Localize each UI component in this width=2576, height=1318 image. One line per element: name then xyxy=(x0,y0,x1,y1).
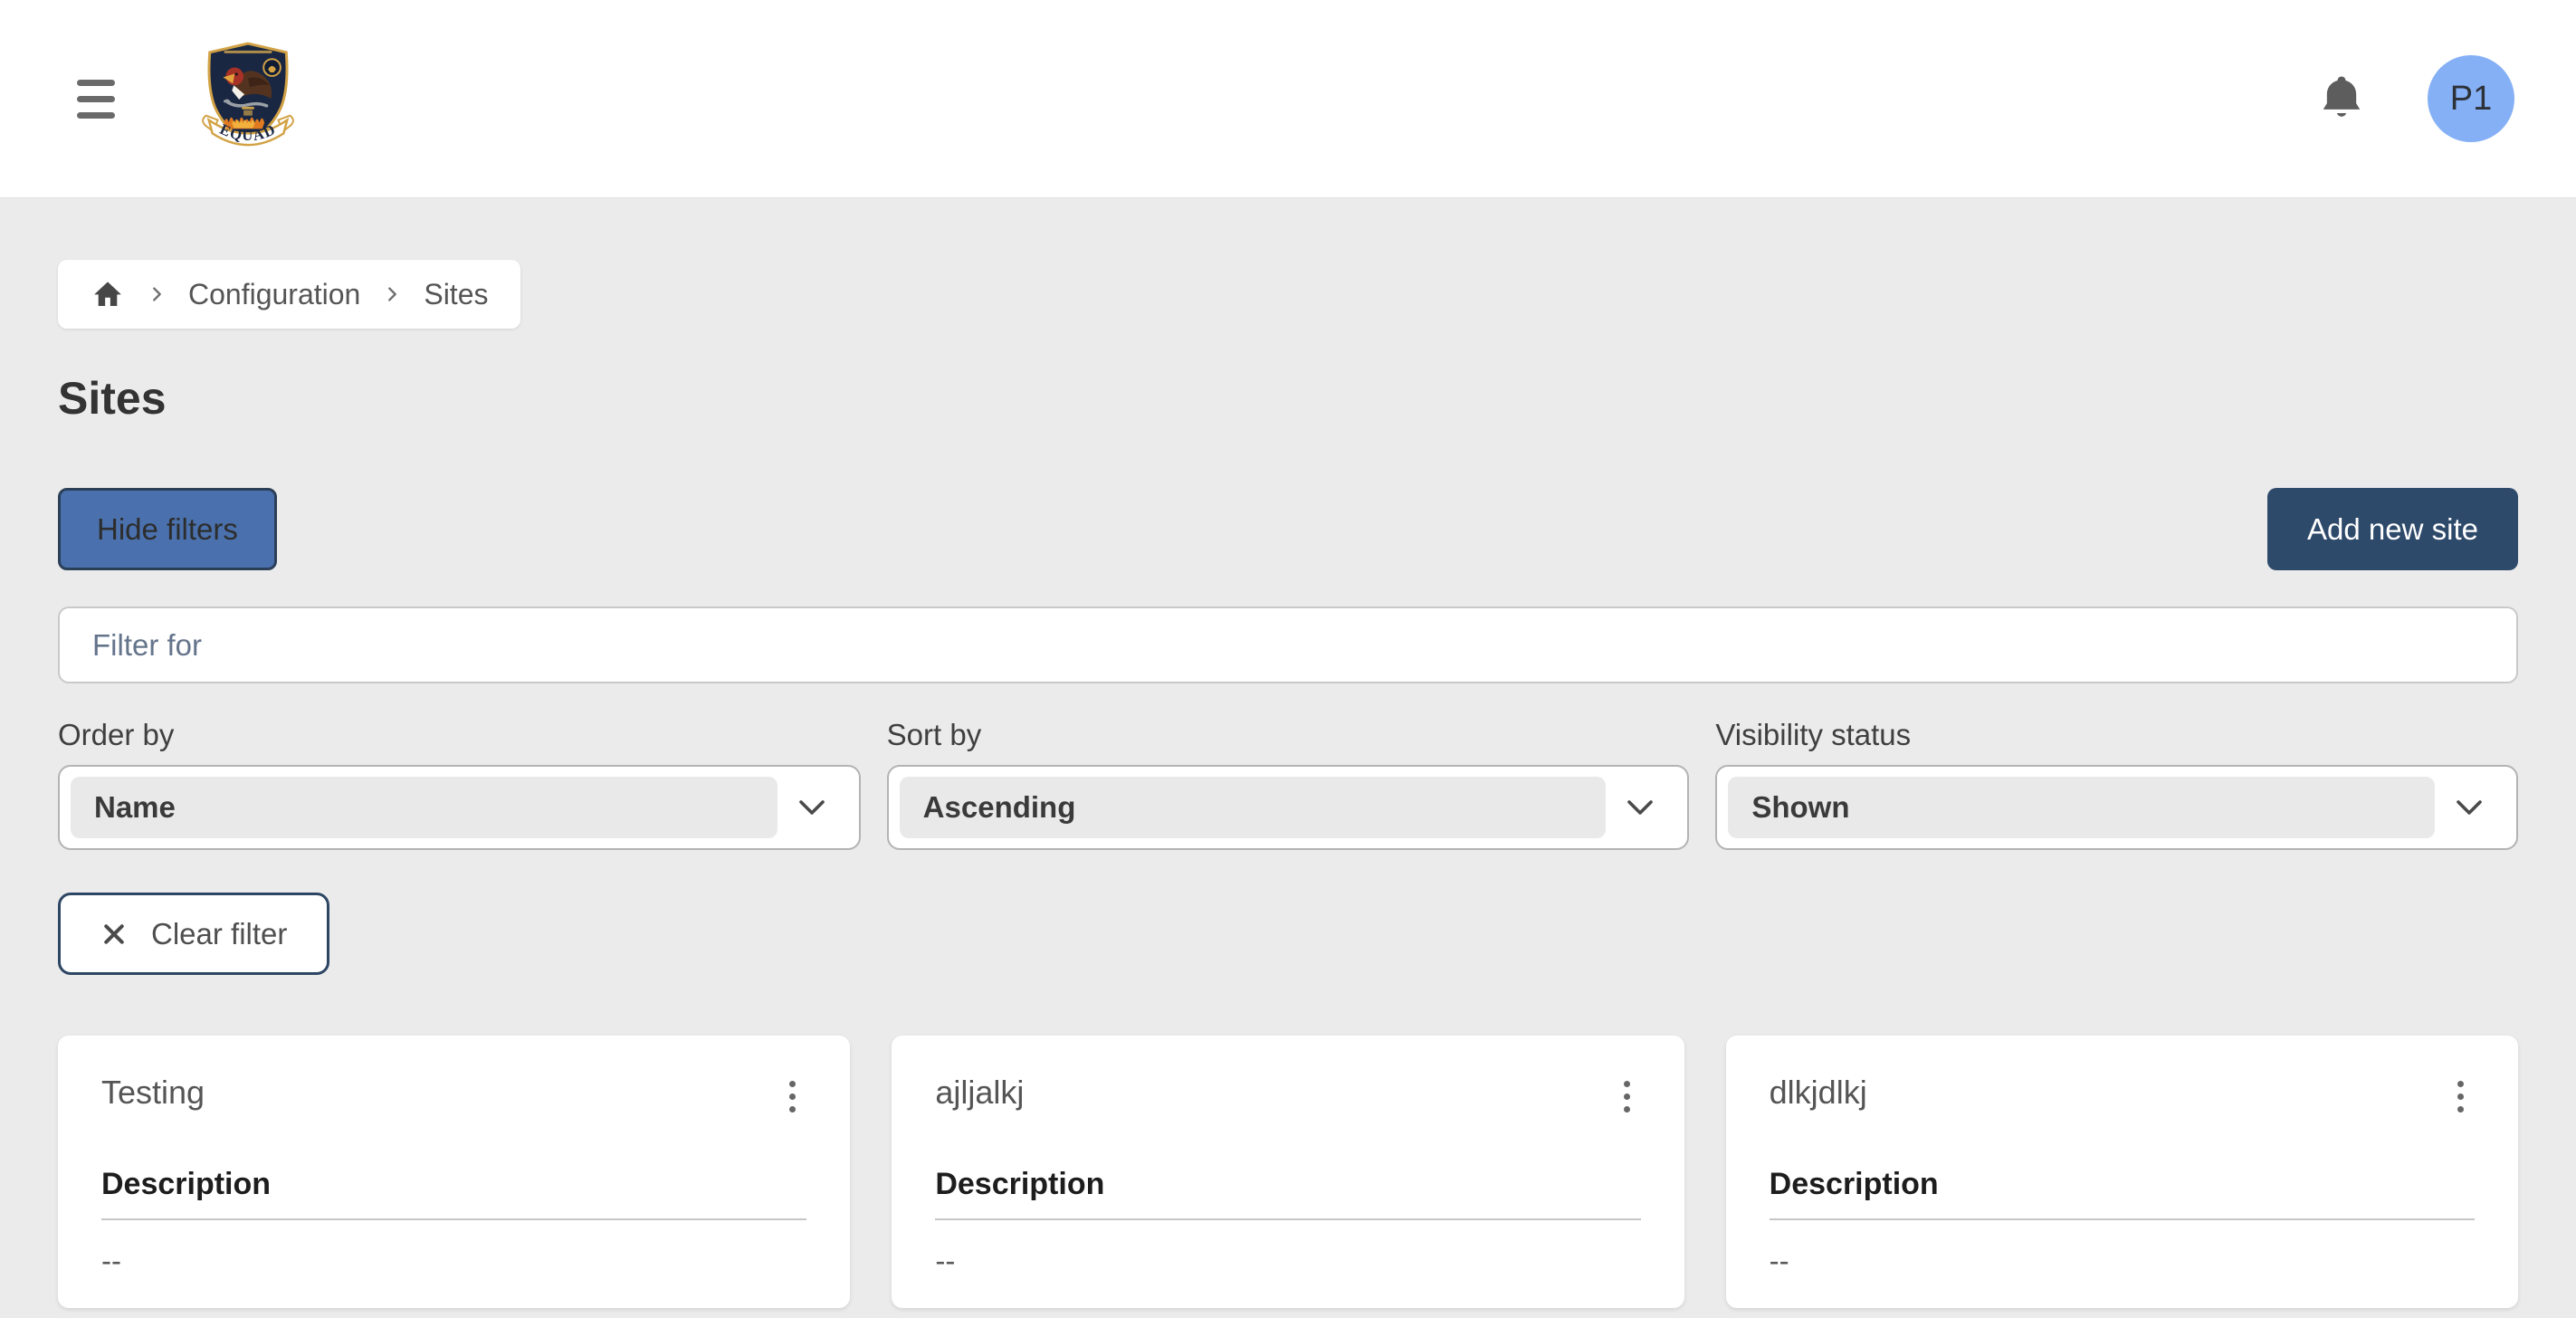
kebab-menu-icon xyxy=(2457,1081,2464,1087)
chevron-right-icon xyxy=(153,287,161,301)
visibility-status-select[interactable]: Shown xyxy=(1715,765,2519,850)
add-new-site-button[interactable]: Add new site xyxy=(2267,488,2518,570)
app-logo-crest-icon: EQUAD xyxy=(202,42,294,147)
breadcrumb-home-link[interactable] xyxy=(91,277,125,311)
visibility-status-label: Visibility status xyxy=(1715,718,1912,751)
site-cards: Testing Description -- ajljalkj Descript… xyxy=(58,1036,2518,1308)
order-by-value: Name xyxy=(71,777,778,838)
chevron-down-icon xyxy=(2457,800,2482,815)
home-icon xyxy=(94,282,121,306)
menu-icon xyxy=(77,79,115,86)
chevron-right-icon xyxy=(388,287,397,301)
app-header: EQUAD P1 xyxy=(0,0,2576,198)
site-card: ajljalkj Description -- xyxy=(892,1036,1684,1308)
site-card-title: ajljalkj xyxy=(935,1074,1025,1111)
chevron-down-icon xyxy=(1627,800,1654,815)
description-label: Description xyxy=(1769,1167,1939,1201)
breadcrumb-item-configuration[interactable]: Configuration xyxy=(188,277,361,310)
kebab-menu-icon xyxy=(789,1081,797,1087)
menu-button[interactable] xyxy=(77,76,115,122)
avatar-initials: P1 xyxy=(2449,79,2493,118)
description-value: -- xyxy=(1769,1244,1789,1277)
site-card-menu-button[interactable] xyxy=(1613,1074,1641,1120)
sort-by-value: Ascending xyxy=(899,777,1607,838)
description-value: -- xyxy=(101,1244,121,1277)
description-value: -- xyxy=(935,1244,956,1277)
clear-filter-button[interactable]: Clear filter xyxy=(58,893,330,975)
visibility-status-value: Shown xyxy=(1728,777,2436,838)
breadcrumb: Configuration Sites xyxy=(58,260,521,329)
site-card: dlkjdlkj Description -- xyxy=(1725,1036,2518,1308)
description-label: Description xyxy=(935,1167,1105,1201)
page-title: Sites xyxy=(58,373,167,424)
main-content: Configuration Sites Sites Hide filters A… xyxy=(0,198,2576,1308)
bell-icon xyxy=(2323,76,2361,117)
site-card-menu-button[interactable] xyxy=(2447,1074,2475,1120)
site-card: Testing Description -- xyxy=(58,1036,851,1308)
site-card-title: dlkjdlkj xyxy=(1769,1074,1867,1111)
chevron-down-icon xyxy=(798,800,825,815)
site-card-menu-button[interactable] xyxy=(778,1074,806,1120)
kebab-menu-icon xyxy=(1623,1081,1630,1087)
notifications-button[interactable] xyxy=(2310,67,2373,130)
divider xyxy=(935,1218,1641,1220)
avatar[interactable]: P1 xyxy=(2428,55,2514,142)
order-by-select[interactable]: Name xyxy=(58,765,861,850)
order-by-label: Order by xyxy=(58,718,175,751)
site-card-title: Testing xyxy=(101,1074,205,1111)
app-logo[interactable]: EQUAD xyxy=(195,39,301,158)
close-icon xyxy=(104,923,124,944)
divider xyxy=(1769,1218,2475,1220)
description-label: Description xyxy=(101,1167,272,1201)
divider xyxy=(101,1218,807,1220)
sort-by-select[interactable]: Ascending xyxy=(886,765,1690,850)
filters-row: Order by Name Sort by Ascending Visibili… xyxy=(58,718,2519,850)
sort-by-label: Sort by xyxy=(886,718,982,751)
breadcrumb-item-sites: Sites xyxy=(424,277,489,310)
clear-filter-label: Clear filter xyxy=(151,916,288,950)
toolbar: Hide filters Add new site xyxy=(58,488,2518,570)
filter-input[interactable] xyxy=(58,606,2518,683)
hide-filters-button[interactable]: Hide filters xyxy=(58,488,277,570)
